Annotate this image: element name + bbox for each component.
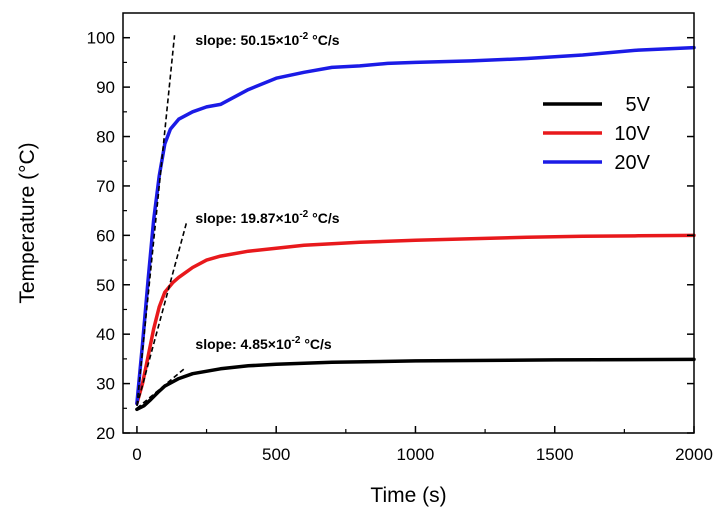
- axis-ticks: 0 500 1000 1500 2000 20 30 40 50 60 70 80 90 100: [87, 29, 713, 464]
- y-tick-label-7: 90: [96, 78, 115, 97]
- y-tick-label-6: 80: [96, 128, 115, 147]
- y-tick-label-0: 20: [96, 424, 115, 443]
- series-line-20V: [135, 45, 696, 406]
- legend-label-20V: 20V: [614, 152, 650, 174]
- slope-annotations: slope: 50.15×10-2 °C/s slope: 19.87×10-2 …: [195, 31, 339, 352]
- slope-label-2: slope: 4.85×10-2 °C/s: [195, 335, 332, 352]
- x-tick-label-2: 1000: [397, 445, 435, 464]
- slope-line-0: [136, 35, 176, 406]
- legend-label-5V: 5V: [626, 94, 651, 116]
- slope-label-0: slope: 50.15×10-2 °C/s: [195, 31, 339, 48]
- y-tick-label-1: 30: [96, 375, 115, 394]
- series-line-10V: [135, 233, 696, 406]
- y-tick-label-8: 100: [87, 29, 115, 48]
- plot-frame: [122, 12, 695, 434]
- x-axis-title: Time (s): [370, 484, 446, 507]
- plot-area: [135, 35, 696, 412]
- x-tick-label-3: 1500: [536, 445, 574, 464]
- series-line-5V: [135, 357, 696, 412]
- y-tick-label-3: 50: [96, 276, 115, 295]
- y-tick-label-5: 70: [96, 177, 115, 196]
- x-tick-label-0: 0: [132, 445, 141, 464]
- x-tick-label-1: 500: [262, 445, 290, 464]
- y-axis-title: Temperature (°C): [16, 142, 39, 303]
- y-tick-label-4: 60: [96, 226, 115, 245]
- y-tick-label-2: 40: [96, 325, 115, 344]
- legend-label-10V: 10V: [614, 123, 650, 145]
- slope-label-1: slope: 19.87×10-2 °C/s: [195, 209, 339, 226]
- legend: 5V 10V 20V: [543, 94, 651, 174]
- slope-line-2: [136, 368, 185, 409]
- x-tick-label-4: 2000: [675, 445, 713, 464]
